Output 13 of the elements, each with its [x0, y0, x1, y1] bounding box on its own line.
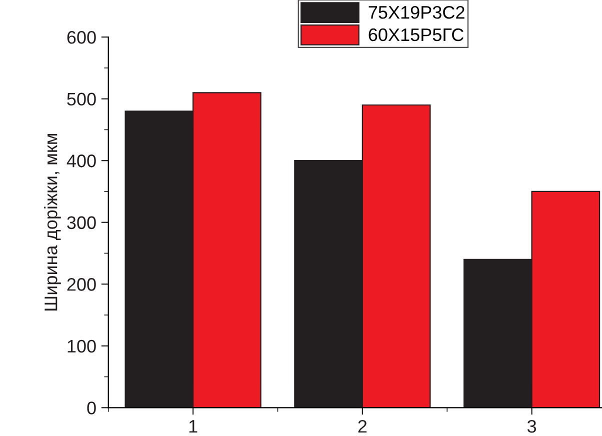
y-tick-label: 0 [87, 402, 96, 414]
legend-label: 75Х19Р3С2 [368, 6, 464, 19]
x-tick-label: 3 [527, 420, 536, 433]
y-axis-title: Ширина доріжки, мкм [44, 134, 61, 310]
y-tick-label: 100 [68, 340, 96, 353]
y-tick-label: 200 [67, 278, 96, 291]
y-tick-label: 400 [66, 154, 96, 168]
y-tick-label: 300 [67, 216, 96, 230]
legend-label: 60Х15Р5ГС [368, 28, 464, 42]
y-tick-label: 500 [67, 92, 96, 106]
y-tick-label: 600 [67, 30, 96, 44]
x-tick-label: 1 [189, 420, 198, 433]
x-tick-label: 2 [358, 420, 367, 433]
